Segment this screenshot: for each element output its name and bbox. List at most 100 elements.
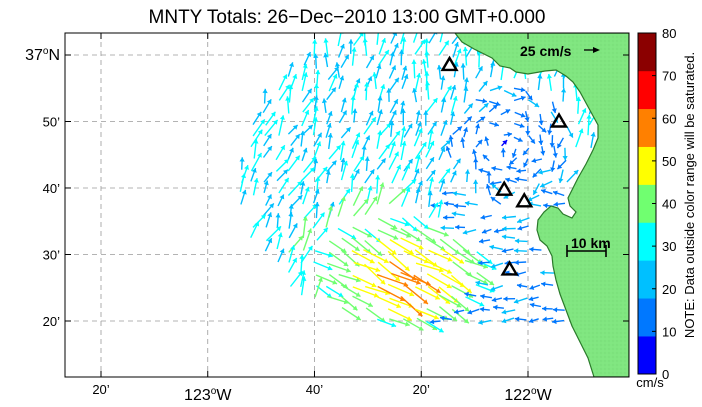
current-vector-head <box>441 97 447 103</box>
lon-label: 123oW <box>184 386 232 404</box>
current-vector-head <box>369 258 375 264</box>
current-vector-head <box>452 96 458 101</box>
current-vector-head <box>342 110 347 116</box>
current-vector-head <box>323 52 329 58</box>
current-vector-head <box>380 84 386 90</box>
current-vector-head <box>313 106 319 111</box>
current-vector-head <box>511 92 517 97</box>
current-vector-head <box>538 169 543 175</box>
colorbar-tick-label: 10 <box>662 324 676 339</box>
current-vector-head <box>482 279 488 285</box>
current-vector-head <box>302 63 308 69</box>
current-vector-head <box>475 123 481 129</box>
current-vector-head <box>309 167 315 173</box>
current-vector <box>387 283 415 297</box>
current-vector-head <box>433 202 439 208</box>
current-vectors <box>239 33 599 333</box>
current-vector-head <box>317 132 322 138</box>
current-vector-head <box>415 236 421 242</box>
current-vector-head <box>239 157 245 162</box>
current-vector-head <box>464 169 470 174</box>
current-vector <box>441 248 465 264</box>
current-vector-head <box>313 53 319 58</box>
colorbar-tick-label: 40 <box>662 197 676 212</box>
current-vector-head <box>432 121 437 127</box>
current-vector-head <box>316 141 322 147</box>
current-vector-head <box>490 197 496 202</box>
current-vector-head <box>391 322 397 328</box>
current-vector-head <box>279 194 285 200</box>
current-vector-head <box>257 152 262 158</box>
current-vector-head <box>452 191 458 197</box>
current-vector-head <box>367 185 373 191</box>
current-vector-head <box>327 205 333 211</box>
current-vector-head <box>267 212 273 218</box>
current-vector-head <box>444 40 449 46</box>
velocity-scale-arrow-head <box>593 47 600 53</box>
distance-scale-label: 10 km <box>571 235 611 251</box>
current-vector-head <box>406 232 411 238</box>
current-vector-head <box>520 112 526 118</box>
current-vector-head <box>590 132 596 137</box>
current-vector-head <box>424 71 430 76</box>
current-vector <box>413 274 441 294</box>
current-vector-head <box>482 98 487 104</box>
current-vector-head <box>377 251 382 256</box>
current-vector <box>387 250 410 272</box>
current-vector-head <box>288 212 294 217</box>
current-vector-head <box>402 65 408 71</box>
current-vector <box>412 33 418 43</box>
current-vector-head <box>457 126 462 132</box>
current-vector-head <box>313 95 319 100</box>
current-vector-head <box>315 69 321 75</box>
current-vector-head <box>578 128 584 134</box>
current-vector-head <box>319 212 325 218</box>
current-vector-head <box>355 277 361 283</box>
current-vector-head <box>355 132 361 138</box>
current-vector-head <box>502 214 507 220</box>
current-vector-head <box>519 123 525 128</box>
current-vector-head <box>277 232 283 238</box>
current-vector-head <box>529 302 535 308</box>
current-vector-head <box>283 169 288 175</box>
current-vector-head <box>467 309 473 315</box>
current-vector-head <box>371 282 377 288</box>
current-vector-head <box>276 226 281 232</box>
current-vector-head <box>586 114 592 119</box>
current-vector-head <box>314 189 320 194</box>
current-vector-head <box>482 228 487 234</box>
current-vector-head <box>345 127 351 133</box>
current-vector-head <box>424 38 430 43</box>
current-vector-head <box>542 306 547 312</box>
current-vector-head <box>327 111 333 117</box>
current-vector-head <box>494 121 499 127</box>
colorbar-tick-label: 30 <box>662 239 676 254</box>
current-vector-head <box>416 154 422 160</box>
current-vector-head <box>363 198 369 204</box>
current-vector-head <box>364 156 370 161</box>
current-vector-head <box>438 327 444 333</box>
current-vector-head <box>538 120 544 125</box>
current-vector-head <box>391 110 397 116</box>
lat-label: 50’ <box>43 115 60 130</box>
current-vector-head <box>376 64 382 70</box>
current-vector-head <box>473 179 479 184</box>
current-vector-head <box>557 143 562 149</box>
current-vector <box>427 285 451 305</box>
current-vector-head <box>446 269 452 274</box>
current-vector-head <box>295 134 300 140</box>
current-vector-head <box>307 125 313 130</box>
current-vector-head <box>372 72 378 77</box>
current-vector-head <box>405 164 411 169</box>
current-vector-head <box>528 318 534 324</box>
current-vector-head <box>468 103 473 109</box>
current-vector-head <box>528 296 534 302</box>
current-vector-head <box>304 186 310 192</box>
current-vector-head <box>429 157 434 163</box>
current-vector <box>400 295 423 317</box>
current-vector-head <box>418 180 423 186</box>
current-vector-head <box>396 303 401 309</box>
current-vector-head <box>267 194 272 200</box>
current-vector-head <box>442 190 447 196</box>
current-vector-head <box>309 98 314 103</box>
